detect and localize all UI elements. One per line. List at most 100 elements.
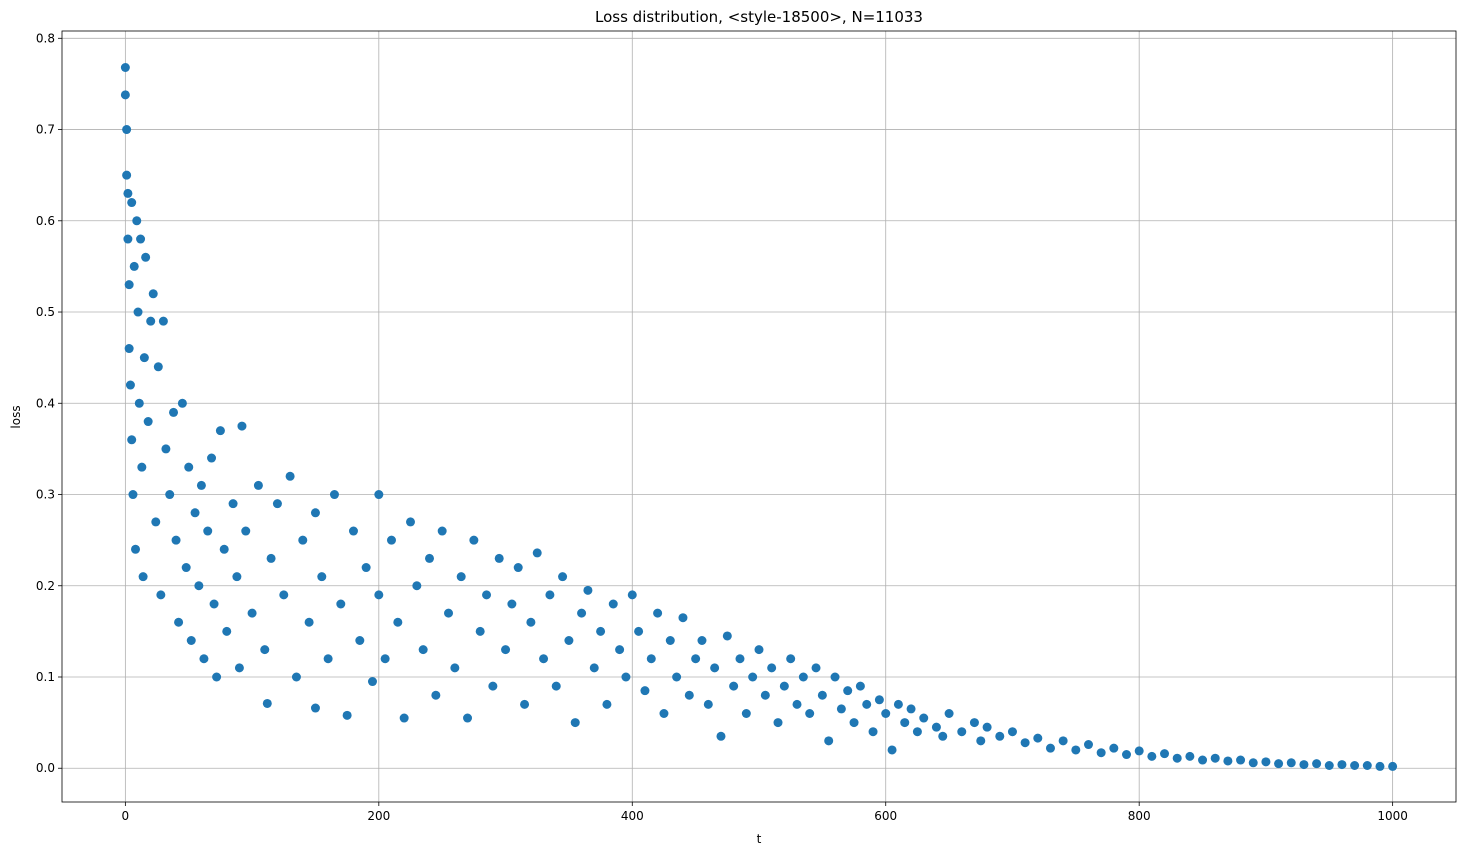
scatter-point [912, 727, 922, 737]
scatter-point [646, 654, 656, 664]
scatter-point [678, 613, 688, 623]
scatter-point [1058, 736, 1068, 746]
y-tick-label: 0.6 [36, 214, 55, 228]
y-tick-label: 0.5 [36, 305, 55, 319]
scatter-point [143, 417, 153, 427]
scatter-point [266, 553, 276, 563]
scatter-point [938, 731, 948, 741]
scatter-point [228, 499, 238, 509]
scatter-point [507, 599, 517, 609]
scatter-point [729, 681, 739, 691]
scatter-point [133, 307, 143, 317]
scatter-point [304, 617, 314, 627]
scatter-point [129, 261, 139, 271]
scatter-point [703, 699, 713, 709]
scatter-point [329, 490, 339, 500]
y-tick-label: 0.2 [36, 579, 55, 593]
scatter-point [194, 581, 204, 591]
scatter-point [1223, 756, 1233, 766]
x-tick-label: 0 [122, 809, 130, 823]
scatter-point [627, 590, 637, 600]
scatter-point [298, 535, 308, 545]
scatter-point [1172, 753, 1182, 763]
scatter-point [232, 572, 242, 582]
scatter-point [127, 198, 137, 208]
x-tick-label: 400 [621, 809, 644, 823]
scatter-point [881, 708, 891, 718]
scatter-point [241, 526, 251, 536]
scatter-point [272, 499, 282, 509]
scatter-point [399, 713, 409, 723]
scatter-point [811, 663, 821, 673]
x-axis-label: t [757, 832, 762, 846]
scatter-point [169, 407, 179, 417]
scatter-point [684, 690, 694, 700]
scatter-point [919, 713, 929, 723]
scatter-point [374, 590, 384, 600]
scatter-point [247, 608, 257, 618]
scatter-point [418, 645, 428, 655]
scatter-point [1210, 753, 1220, 763]
scatter-point [564, 636, 574, 646]
scatter-point [773, 718, 783, 728]
scatter-point [374, 490, 384, 500]
scatter-point [1198, 755, 1208, 765]
scatter-point [995, 731, 1005, 741]
scatter-point [1109, 743, 1119, 753]
scatter-point [767, 663, 777, 673]
scatter-point [786, 654, 796, 664]
scatter-point [124, 344, 134, 354]
scatter-point [1020, 738, 1030, 748]
scatter-point [1134, 746, 1144, 756]
scatter-point [456, 572, 466, 582]
scatter-point [412, 581, 422, 591]
grid [62, 31, 1456, 802]
scatter-point [348, 526, 358, 536]
scatter-point [691, 654, 701, 664]
scatter-point [1337, 760, 1347, 770]
y-tick-label: 0.0 [36, 761, 55, 775]
x-tick-label: 200 [367, 809, 390, 823]
scatter-point [141, 252, 151, 262]
plot-frame [61, 30, 1457, 803]
scatter-point [792, 699, 802, 709]
scatter-point [291, 672, 301, 682]
scatter-point [136, 234, 146, 244]
scatter-point [602, 699, 612, 709]
scatter-point [165, 490, 175, 500]
scatter-point [900, 718, 910, 728]
scatter-point [1350, 761, 1360, 771]
scatter-point [1261, 757, 1271, 767]
scatter-point [177, 398, 187, 408]
y-tick-label: 0.8 [36, 31, 55, 45]
scatter-point [931, 722, 941, 732]
scatter-point [665, 636, 675, 646]
scatter-point [386, 535, 396, 545]
scatter-point [207, 453, 217, 463]
scatter-point [212, 672, 222, 682]
scatter-point [209, 599, 219, 609]
scatter-point [123, 234, 133, 244]
scatter-point [1375, 761, 1385, 771]
scatter-point [868, 727, 878, 737]
scatter-point [1007, 727, 1017, 737]
scatter-point [887, 745, 897, 755]
y-tick-label: 0.1 [36, 670, 55, 684]
scatter-point [124, 280, 134, 290]
scatter-point [1274, 759, 1284, 769]
scatter-point [836, 704, 846, 714]
x-tick-label: 600 [874, 809, 897, 823]
scatter-point [1045, 743, 1055, 753]
scatter-point [969, 718, 979, 728]
scatter-point [577, 608, 587, 618]
scatter-point [219, 544, 229, 554]
scatter-point [171, 535, 181, 545]
scatter-point [1324, 761, 1334, 771]
scatter-point [634, 626, 644, 636]
scatter-point [539, 654, 549, 664]
scatter-point [336, 599, 346, 609]
scatter-point [798, 672, 808, 682]
scatter-point [122, 125, 132, 135]
scatter-point [976, 736, 986, 746]
scatter-point [494, 553, 504, 563]
